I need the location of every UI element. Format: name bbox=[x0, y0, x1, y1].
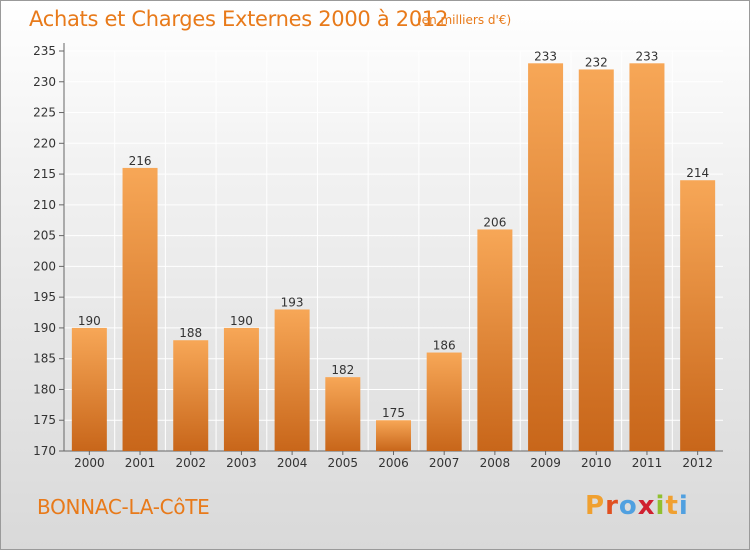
data-label: 188 bbox=[179, 326, 202, 340]
logo-letter: i bbox=[655, 491, 666, 521]
city-name: BONNAC-LA-CôTE bbox=[37, 495, 210, 519]
data-label: 182 bbox=[331, 363, 354, 377]
logo-letter: r bbox=[605, 491, 619, 521]
x-tick-label: 2005 bbox=[328, 456, 359, 470]
x-tick-label: 2001 bbox=[125, 456, 156, 470]
logo-letter: P bbox=[585, 491, 606, 521]
logo-letter: t bbox=[665, 491, 679, 521]
data-label: 214 bbox=[686, 166, 709, 180]
y-tick-label: 215 bbox=[33, 167, 56, 181]
bar bbox=[376, 420, 411, 451]
bar bbox=[274, 309, 310, 451]
bar bbox=[173, 340, 209, 451]
bar bbox=[71, 327, 107, 451]
data-label: 216 bbox=[129, 154, 152, 168]
x-tick-label: 2007 bbox=[429, 456, 460, 470]
y-tick-label: 170 bbox=[33, 444, 56, 458]
y-tick-label: 235 bbox=[33, 44, 56, 58]
bar bbox=[680, 180, 716, 451]
bar bbox=[223, 327, 259, 451]
bar bbox=[629, 63, 665, 452]
data-label: 190 bbox=[230, 314, 253, 328]
y-tick-label: 210 bbox=[33, 198, 56, 212]
data-label: 206 bbox=[483, 215, 506, 229]
bar bbox=[122, 167, 158, 451]
y-tick-label: 190 bbox=[33, 321, 56, 335]
bar bbox=[528, 63, 564, 452]
x-tick-label: 2004 bbox=[277, 456, 308, 470]
x-tick-label: 2006 bbox=[378, 456, 409, 470]
data-label: 186 bbox=[433, 339, 456, 353]
y-tick-label: 230 bbox=[33, 75, 56, 89]
y-tick-label: 225 bbox=[33, 106, 56, 120]
bar bbox=[477, 229, 513, 451]
y-tick-label: 205 bbox=[33, 229, 56, 243]
y-tick-label: 175 bbox=[33, 413, 56, 427]
x-tick-label: 2010 bbox=[581, 456, 612, 470]
data-label: 233 bbox=[534, 49, 557, 63]
y-tick-label: 195 bbox=[33, 290, 56, 304]
data-label: 175 bbox=[382, 406, 405, 420]
x-tick-label: 2008 bbox=[480, 456, 511, 470]
x-tick-label: 2012 bbox=[682, 456, 713, 470]
y-tick-label: 200 bbox=[33, 259, 56, 273]
y-tick-label: 180 bbox=[33, 382, 56, 396]
x-tick-label: 2011 bbox=[632, 456, 663, 470]
data-label: 190 bbox=[78, 314, 101, 328]
chart-unit: (en milliers d'€) bbox=[417, 13, 512, 27]
bar bbox=[325, 377, 361, 451]
x-tick-label: 2002 bbox=[175, 456, 206, 470]
y-tick-label: 220 bbox=[33, 136, 56, 150]
x-tick-label: 2009 bbox=[530, 456, 561, 470]
logo-letter: i bbox=[678, 491, 689, 521]
logo-letter: o bbox=[618, 491, 638, 521]
bar bbox=[578, 69, 614, 451]
logo-letter: x bbox=[637, 491, 656, 521]
chart-title: Achats et Charges Externes 2000 à 2012 bbox=[29, 7, 449, 31]
bar bbox=[426, 352, 462, 451]
data-label: 232 bbox=[585, 55, 608, 69]
data-label: 233 bbox=[636, 49, 659, 63]
data-label: 193 bbox=[281, 295, 304, 309]
y-tick-label: 185 bbox=[33, 352, 56, 366]
x-tick-label: 2003 bbox=[226, 456, 257, 470]
proxiti-logo: Proxiti bbox=[585, 491, 689, 521]
x-tick-label: 2000 bbox=[74, 456, 105, 470]
